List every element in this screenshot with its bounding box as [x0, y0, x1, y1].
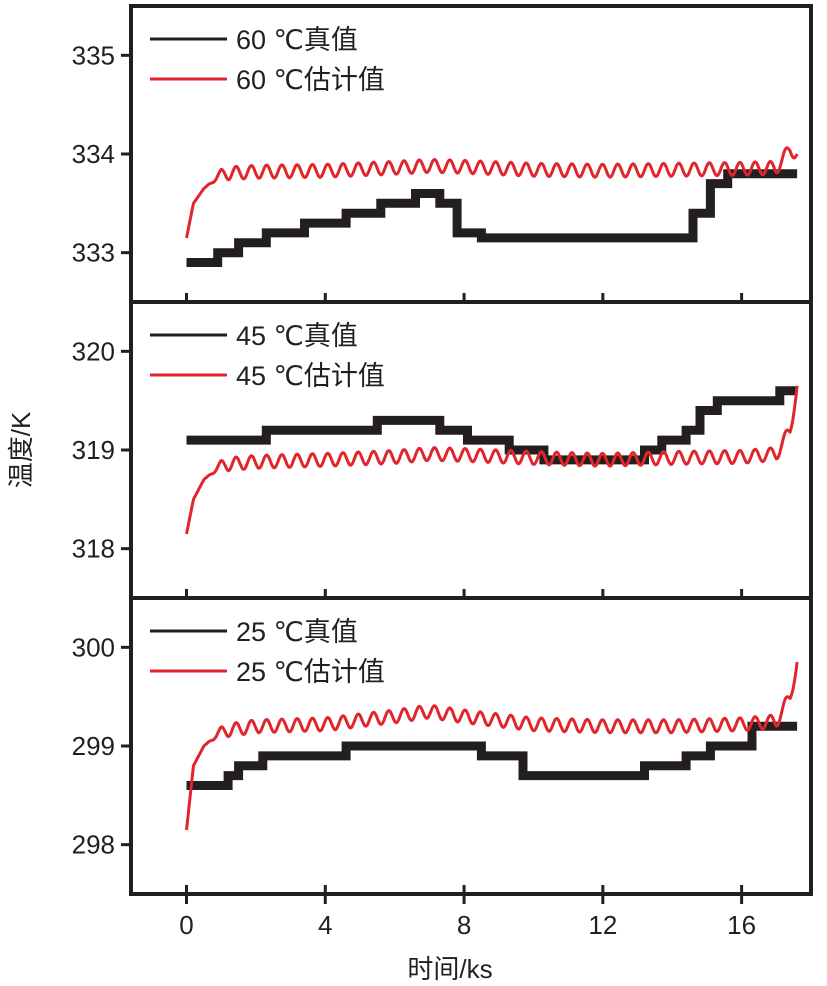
y-tick-label-3-1: 298: [72, 830, 115, 860]
series-true-3: [186, 721, 798, 790]
series-true-1: [186, 169, 798, 267]
series-estimate-2: [185, 385, 799, 535]
legend-label-3-2: 25 ℃估计值: [236, 657, 385, 687]
series-estimate-3: [185, 661, 799, 831]
x-tick-label-1: 0: [179, 910, 193, 940]
panel-3: 298 299 300 25 ℃真值 25 ℃估计值: [72, 596, 813, 896]
plot-area-3: [185, 661, 799, 831]
legend-label-2-2: 45 ℃估计值: [236, 361, 385, 391]
x-tick-label-2: 4: [318, 910, 332, 940]
y-tick-label-2-3: 320: [72, 336, 115, 366]
panel-1: 333 334 335 60 ℃真值 60 ℃估计值: [72, 4, 813, 304]
y-tick-label-3-3: 300: [72, 632, 115, 662]
series-estimate-1: [185, 146, 799, 239]
legend-label-3-1: 25 ℃真值: [236, 617, 358, 647]
x-tick-label-3: 8: [457, 910, 471, 940]
panel-frame-1: [129, 4, 813, 304]
series-true-2: [186, 386, 798, 465]
x-axis: 0 4 8 12 16: [179, 894, 756, 940]
y-tick-label-1-2: 334: [72, 139, 115, 169]
legend-label-2-1: 45 ℃真值: [236, 321, 358, 351]
panel-frame-3: [129, 596, 813, 896]
x-tick-label-4: 12: [588, 910, 617, 940]
y-tick-label-2-2: 319: [72, 435, 115, 465]
panels: 333 334 335 60 ℃真值 60 ℃估计值 318 319 320 45 ℃真值 45 …: [72, 4, 813, 896]
y-tick-label-1-1: 333: [72, 238, 115, 268]
legend-label-1-2: 60 ℃估计值: [236, 65, 385, 95]
y-tick-label-3-2: 299: [72, 731, 115, 761]
x-axis-label: 时间/ks: [407, 954, 492, 984]
plot-area-1: [185, 146, 799, 267]
panel-2: 318 319 320 45 ℃真值 45 ℃估计值: [72, 300, 813, 600]
legend-label-1-1: 60 ℃真值: [236, 25, 358, 55]
y-tick-label-2-1: 318: [72, 534, 115, 564]
y-tick-label-1-3: 335: [72, 40, 115, 70]
y-axis-label: 温度/K: [6, 411, 36, 488]
x-tick-label-5: 16: [727, 910, 756, 940]
plot-area-2: [185, 385, 799, 535]
